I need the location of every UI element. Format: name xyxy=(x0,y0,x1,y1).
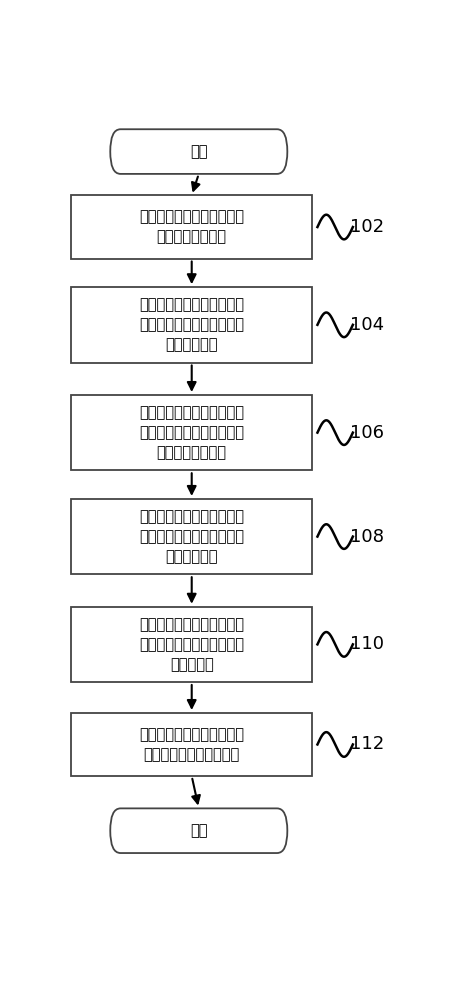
Text: 开始: 开始 xyxy=(190,144,207,159)
FancyBboxPatch shape xyxy=(110,129,287,174)
Text: 102: 102 xyxy=(350,218,384,236)
Text: 数据转发单元收到测试数据
之后，自动将数据推送给所
有的订阅者: 数据转发单元收到测试数据 之后，自动将数据推送给所 有的订阅者 xyxy=(139,617,244,672)
Text: 当测试节点采集到新的测试
数据时，将测试数据发送给
数据转发单元: 当测试节点采集到新的测试 数据时，将测试数据发送给 数据转发单元 xyxy=(139,509,244,564)
Bar xyxy=(71,195,312,259)
Text: 108: 108 xyxy=(350,528,384,546)
Text: 110: 110 xyxy=(350,635,384,653)
Text: 根据需要管理节点订阅它所
关心的数据转发单元，成为
它们的数据订阅者: 根据需要管理节点订阅它所 关心的数据转发单元，成为 它们的数据订阅者 xyxy=(139,405,244,460)
Bar xyxy=(71,713,312,776)
FancyBboxPatch shape xyxy=(110,808,287,853)
Bar xyxy=(71,287,312,363)
Text: 106: 106 xyxy=(350,424,384,442)
Text: 104: 104 xyxy=(350,316,384,334)
Text: 结束: 结束 xyxy=(190,823,207,838)
Bar xyxy=(71,499,312,574)
Text: 测试节点与对应的数据转发
单元建立联系，注册成为它
的数据发布者: 测试节点与对应的数据转发 单元建立联系，注册成为它 的数据发布者 xyxy=(139,298,244,352)
Bar xyxy=(71,395,312,470)
Text: 启动数据转发单元管理器，
创建各个网络变量: 启动数据转发单元管理器， 创建各个网络变量 xyxy=(139,210,244,244)
Text: 112: 112 xyxy=(350,735,384,753)
Text: 管理节点接收测试数据，然
后进行相应的分析和处理: 管理节点接收测试数据，然 后进行相应的分析和处理 xyxy=(139,727,244,762)
Bar xyxy=(71,607,312,682)
